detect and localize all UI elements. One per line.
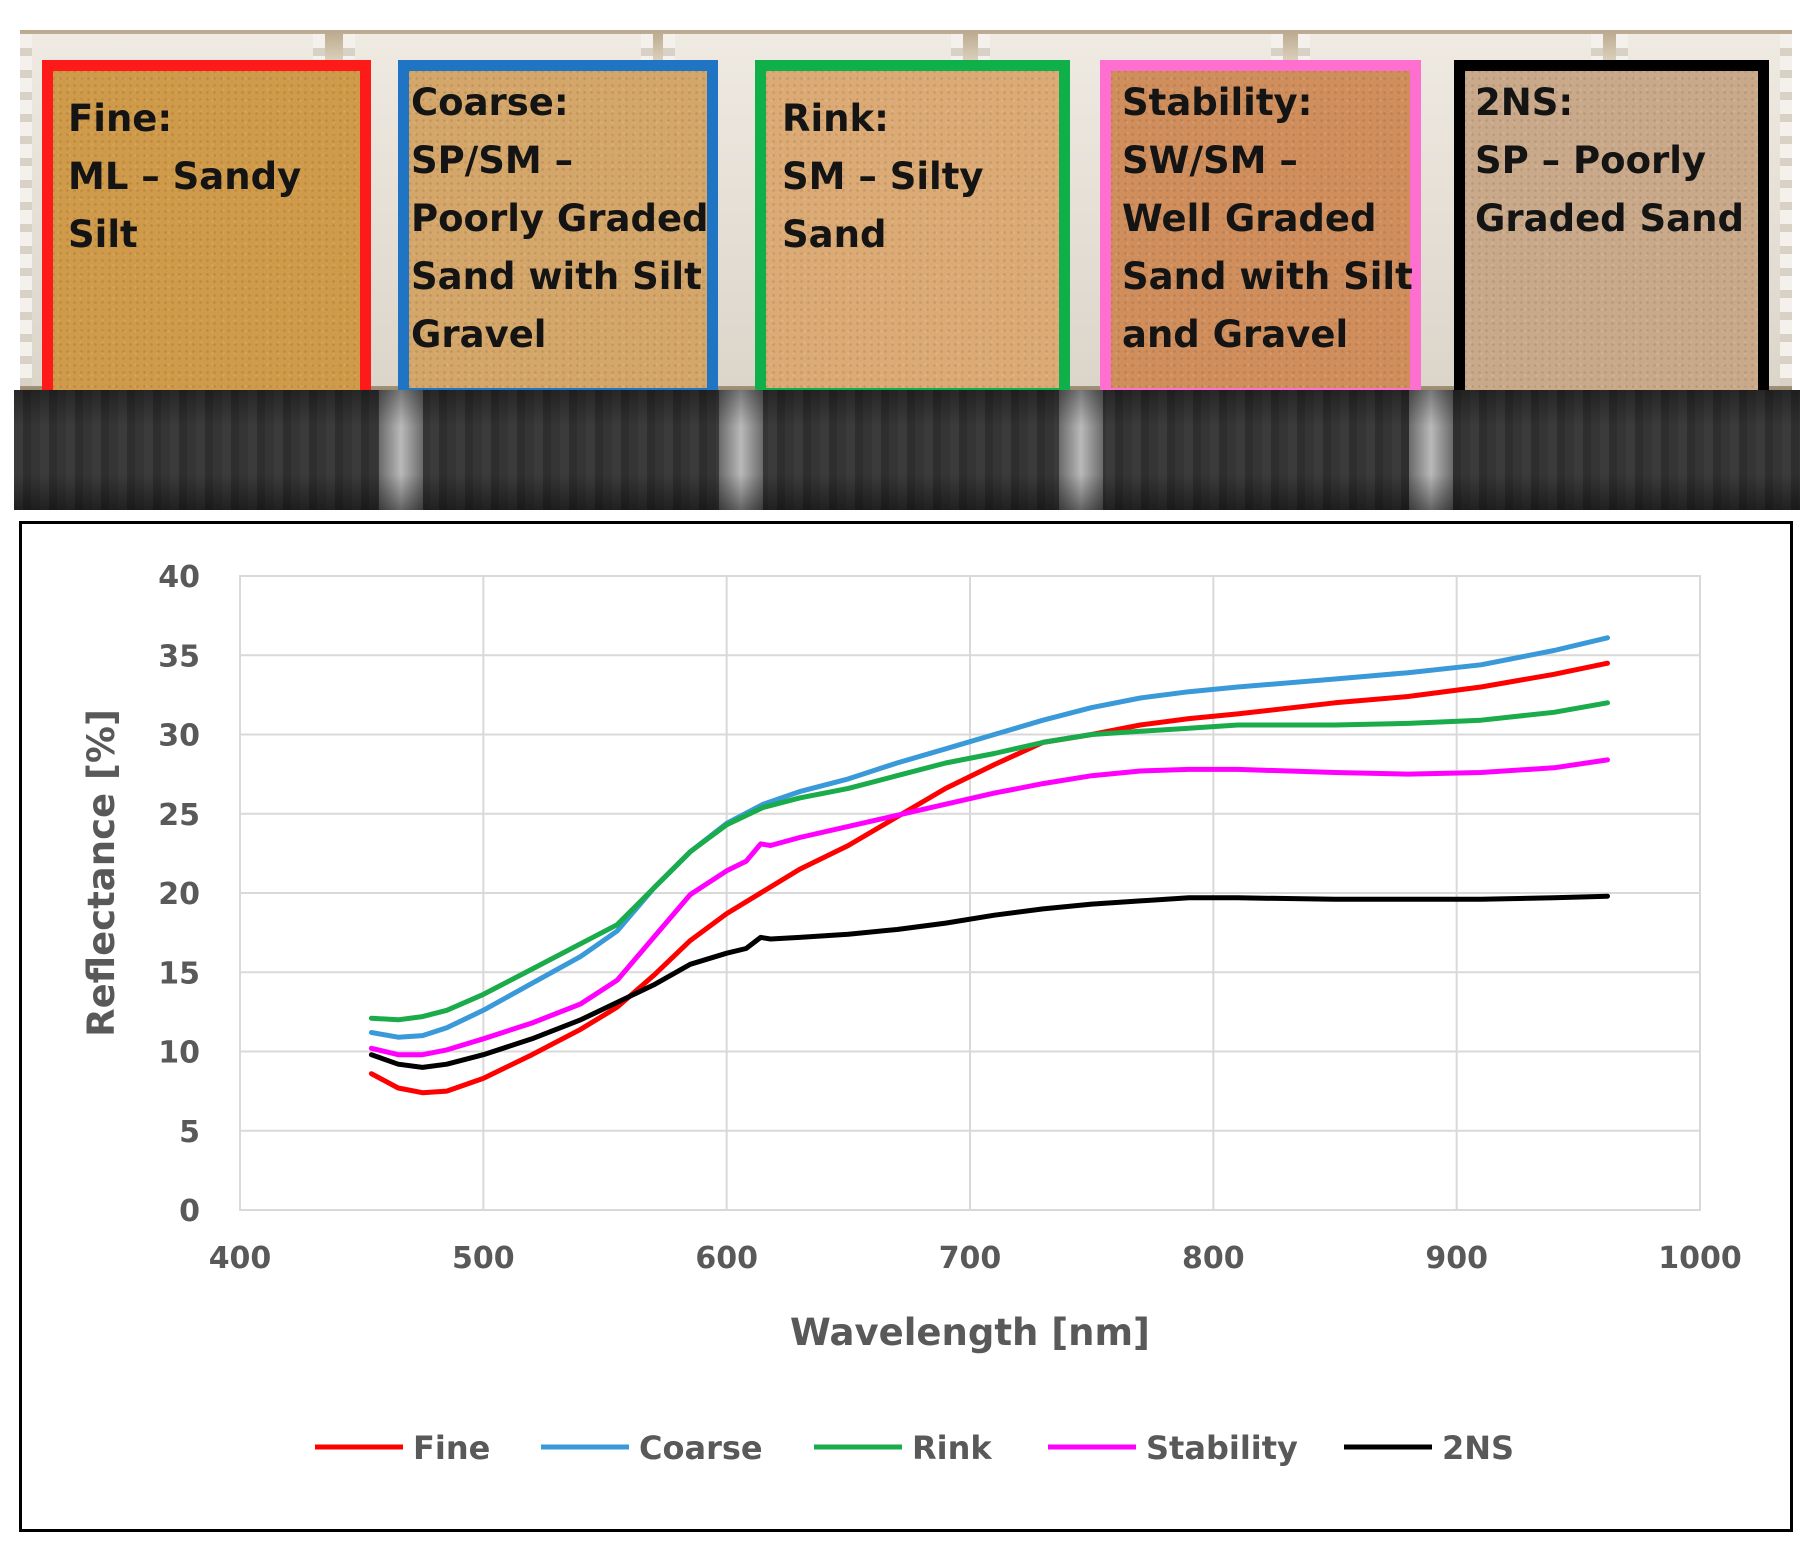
- x-tick-labels: 400 500 600 700 800 900 1000: [209, 1241, 1742, 1276]
- soil-sample-3: [763, 68, 1062, 391]
- sample-label-line: 2NS:: [1475, 81, 1574, 124]
- soil-sample-4: [1108, 68, 1413, 391]
- gray-bag-seam: [379, 390, 423, 510]
- legend-label-coarse: Coarse: [639, 1429, 763, 1467]
- gray-bag-seam: [1409, 390, 1453, 510]
- legend-label-stability: Stability: [1146, 1429, 1298, 1467]
- reflectance-chart: 0 5 10 15 20 25 30 35 40 400 500 600 700 800 900 1000 …: [19, 521, 1793, 1532]
- y-tick-label: 35: [158, 639, 200, 674]
- y-tick-label: 5: [179, 1115, 200, 1150]
- soil-texture: [1462, 68, 1761, 396]
- x-tick-label: 700: [939, 1241, 1002, 1276]
- sample-label-line: Rink:: [782, 97, 889, 140]
- sample-label-line: SP/SM –: [411, 139, 574, 182]
- sample-label-line: Sand: [782, 213, 887, 256]
- y-tick-label: 30: [158, 719, 200, 754]
- sample-label-line: SW/SM –: [1122, 139, 1298, 182]
- soil-sample-1: [50, 68, 363, 396]
- series-line-fine: [368, 660, 1610, 1096]
- sample-label-line: SM – Silty: [782, 155, 984, 198]
- soil-texture: [1108, 68, 1413, 391]
- sample-label-line: Sand with Silt: [1122, 255, 1413, 298]
- soil-texture: [406, 68, 710, 391]
- series-line-coarse: [368, 635, 1610, 1040]
- x-tick-label: 800: [1182, 1241, 1245, 1276]
- legend-label-rink: Rink: [912, 1429, 992, 1467]
- x-tick-label: 400: [209, 1241, 272, 1276]
- sample-label-line: Poorly Graded: [411, 197, 709, 240]
- sample-label-line: Silt: [68, 213, 138, 256]
- grid: [239, 575, 1701, 1211]
- soil-sample-5: [1462, 68, 1761, 396]
- y-tick-label: 0: [179, 1194, 200, 1229]
- sample-label-line: and Gravel: [1122, 313, 1349, 356]
- series-line-2ns: [368, 893, 1610, 1070]
- x-axis-label: Wavelength [nm]: [790, 1311, 1150, 1354]
- sample-label-line: ML – Sandy: [68, 155, 302, 198]
- series-lines: [368, 635, 1610, 1096]
- sample-label-line: Graded Sand: [1475, 197, 1744, 240]
- y-tick-labels: 0 5 10 15 20 25 30 35 40: [158, 560, 200, 1229]
- sample-label-line: Well Graded: [1122, 197, 1377, 240]
- legend-label-2ns: 2NS: [1442, 1429, 1514, 1467]
- x-tick-label: 1000: [1658, 1241, 1742, 1276]
- sample-label-line: Gravel: [411, 313, 547, 356]
- soil-texture: [763, 68, 1062, 391]
- x-tick-label: 500: [452, 1241, 515, 1276]
- y-tick-label: 25: [158, 798, 200, 833]
- soil-texture: [50, 68, 363, 396]
- y-axis-label: Reflectance [%]: [80, 709, 123, 1037]
- grayscale-image-strip: [14, 390, 1800, 510]
- sample-label-line: Sand with Silt: [411, 255, 702, 298]
- sample-label-line: SP – Poorly: [1475, 139, 1707, 182]
- series-line-stability: [368, 757, 1610, 1058]
- soil-sample-2: [406, 68, 710, 391]
- x-tick-label: 900: [1425, 1241, 1488, 1276]
- y-tick-label: 10: [158, 1036, 200, 1071]
- legend: Fine Coarse Rink Stability 2NS: [315, 1429, 1514, 1467]
- y-tick-label: 20: [158, 877, 200, 912]
- sample-label-line: Coarse:: [411, 81, 569, 124]
- series-line-rink: [368, 700, 1610, 1023]
- sample-label-line: Stability:: [1122, 81, 1313, 124]
- sample-label-line: Fine:: [68, 97, 173, 140]
- y-tick-label: 40: [158, 560, 200, 595]
- x-tick-label: 600: [695, 1241, 758, 1276]
- gray-bag-seam: [719, 390, 763, 510]
- legend-label-fine: Fine: [413, 1429, 490, 1467]
- y-tick-label: 15: [158, 956, 200, 991]
- gray-bag-seam: [1059, 390, 1103, 510]
